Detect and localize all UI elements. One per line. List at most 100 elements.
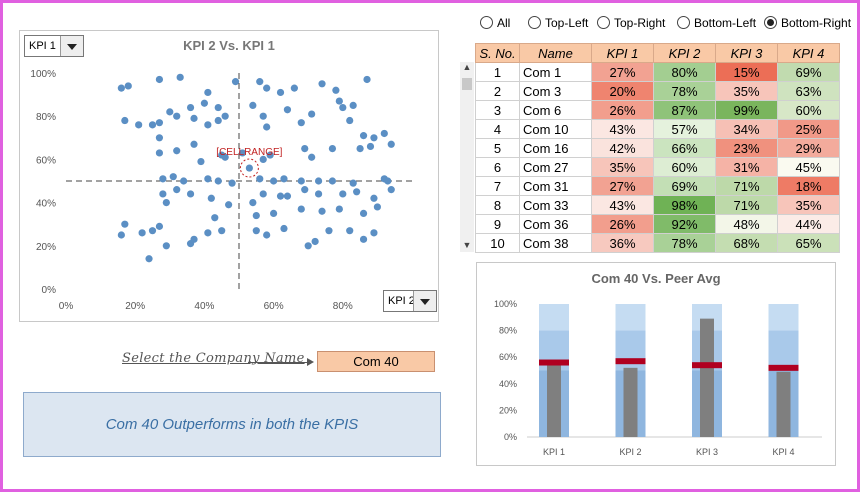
scatter-point [169, 173, 177, 181]
scatter-point [359, 132, 368, 140]
table-row[interactable]: 9 Com 36 26% 92% 48% 44% [475, 214, 840, 234]
y-kpi-dropdown[interactable]: KPI 1 [24, 35, 84, 57]
company-value-bar [547, 363, 561, 437]
radio-bottom-right[interactable]: Bottom-Right [764, 16, 851, 30]
scatter-point [280, 224, 288, 233]
cell-sno: 4 [475, 119, 520, 139]
scatter-point [162, 199, 170, 207]
table-row[interactable]: 8 Com 33 43% 98% 71% 35% [475, 195, 840, 215]
scroll-thumb[interactable] [462, 78, 472, 90]
scatter-point [249, 199, 257, 207]
table-row[interactable]: 3 Com 6 26% 87% 99% 60% [475, 100, 840, 120]
scatter-point [214, 103, 222, 112]
table-scrollbar[interactable]: ▲ ▼ [460, 62, 474, 252]
scroll-down-icon[interactable]: ▼ [462, 240, 472, 250]
radio-bottom-left[interactable]: Bottom-Left [677, 16, 756, 30]
cell-kpi4: 29% [777, 138, 840, 158]
scroll-up-icon[interactable]: ▲ [462, 62, 472, 72]
scatter-point [214, 116, 222, 125]
scatter-point [270, 209, 278, 217]
col-name: Name [519, 43, 592, 63]
scatter-point [190, 114, 198, 122]
col-kpi4: KPI 4 [777, 43, 840, 63]
scatter-point [173, 112, 181, 120]
kpi-table: S. No. Name KPI 1 KPI 2 KPI 3 KPI 4 1 Com… [475, 43, 840, 253]
scatter-point [366, 142, 375, 151]
scatter-point [148, 227, 157, 235]
scatter-point [207, 194, 215, 202]
scatter-point [314, 190, 323, 198]
cell-kpi2: 69% [653, 176, 716, 196]
scatter-point [359, 209, 368, 217]
cell-kpi2: 57% [653, 119, 716, 139]
y-tick-label: 80% [499, 326, 517, 336]
col-kpi1: KPI 1 [591, 43, 654, 63]
scatter-point [301, 145, 309, 153]
scatter-point [387, 186, 395, 194]
table-row[interactable]: 5 Com 16 42% 66% 23% 29% [475, 138, 840, 158]
scatter-point [186, 190, 195, 198]
cell-name: Com 31 [519, 176, 592, 196]
scatter-point [204, 175, 212, 183]
scatter-point [387, 140, 395, 148]
col-sno: S. No. [475, 43, 520, 63]
radio-icon[interactable] [528, 16, 541, 29]
scatter-point [346, 116, 354, 125]
scatter-point [176, 73, 184, 81]
x-kpi-dropdown[interactable]: KPI 2 [383, 290, 437, 312]
radio-icon[interactable] [677, 16, 690, 29]
table-row[interactable]: 6 Com 27 35% 60% 31% 45% [475, 157, 840, 177]
cell-kpi2: 92% [653, 214, 716, 234]
table-row[interactable]: 2 Com 3 20% 78% 35% 63% [475, 81, 840, 101]
scatter-point [373, 203, 381, 211]
scatter-point [308, 110, 316, 118]
radio-top-left[interactable]: Top-Left [528, 16, 588, 30]
cell-kpi2: 78% [653, 233, 716, 253]
cell-kpi2: 80% [653, 62, 716, 82]
col-kpi2: KPI 2 [653, 43, 716, 63]
scatter-point [214, 177, 222, 185]
scatter-point [276, 88, 285, 97]
cell-kpi4: 69% [777, 62, 840, 82]
scatter-panel: KPI 2 Vs. KPI 1 100% 80% 60% 40% 20% 0% 0% 20% 40… [19, 30, 439, 322]
scatter-point [200, 99, 208, 107]
cell-kpi4: 65% [777, 233, 840, 253]
cell-name: Com 36 [519, 214, 592, 234]
scatter-point [155, 134, 164, 142]
table-row[interactable]: 7 Com 31 27% 69% 71% 18% [475, 176, 840, 196]
scatter-point [384, 177, 392, 185]
radio-icon[interactable] [764, 16, 777, 29]
scatter-point [121, 220, 129, 228]
scatter-point [135, 121, 143, 129]
scatter-point [180, 177, 188, 185]
radio-all[interactable]: All [480, 16, 510, 30]
scatter-point [308, 153, 316, 161]
table-row[interactable]: 4 Com 10 43% 57% 34% 25% [475, 119, 840, 139]
cell-kpi2: 78% [653, 81, 716, 101]
scatter-point [283, 192, 292, 200]
scatter-point [297, 177, 305, 185]
company-input[interactable]: Com 40 [317, 351, 435, 372]
cell-kpi1: 26% [591, 214, 654, 234]
radio-icon[interactable] [480, 16, 493, 29]
scatter-point [155, 222, 164, 230]
table-row[interactable]: 1 Com 1 27% 80% 15% 69% [475, 62, 840, 82]
y-tick-label: 20% [499, 405, 517, 415]
radio-icon[interactable] [597, 16, 610, 29]
radio-top-right[interactable]: Top-Right [597, 16, 665, 30]
table-row[interactable]: 10 Com 38 36% 78% 68% 65% [475, 233, 840, 253]
x-category-label: KPI 4 [772, 447, 794, 457]
scatter-point [346, 227, 354, 235]
cell-name: Com 33 [519, 195, 592, 215]
y-tick-label: 60% [499, 352, 517, 362]
chevron-down-icon[interactable] [413, 291, 436, 311]
y-tick-label: 80% [36, 112, 56, 123]
highlight-callout: [CELLRANGE] [216, 147, 282, 158]
chevron-down-icon[interactable] [60, 36, 83, 56]
scatter-point [148, 121, 157, 129]
cell-kpi2: 87% [653, 100, 716, 120]
scatter-point [166, 108, 174, 116]
scatter-point [314, 177, 323, 185]
arrow-right-icon [248, 358, 314, 366]
y-kpi-dropdown-value: KPI 1 [29, 40, 56, 52]
